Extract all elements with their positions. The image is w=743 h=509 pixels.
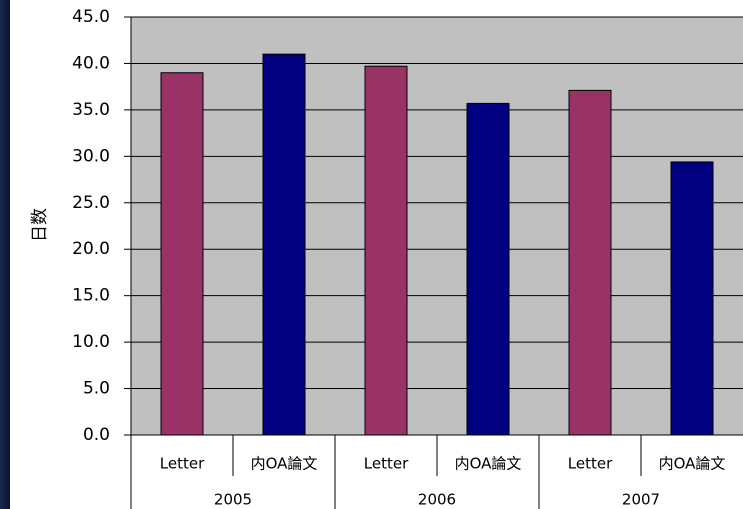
y-tick-label: 40.0	[72, 53, 110, 73]
bar	[364, 65, 408, 436]
background-strip	[0, 0, 10, 509]
x-tick-label: 内OA論文	[251, 455, 318, 473]
bar	[466, 102, 510, 436]
y-tick-label: 0.0	[83, 425, 110, 445]
y-tick-label: 35.0	[72, 100, 110, 120]
x-tick-label: Letter	[364, 455, 409, 473]
bar	[568, 89, 612, 436]
y-tick-label: 45.0	[72, 7, 110, 27]
y-axis-label: 日数	[30, 208, 50, 242]
y-tick-label: 30.0	[72, 146, 110, 166]
y-tick-label: 25.0	[72, 193, 110, 213]
x-tick-label: Letter	[568, 455, 613, 473]
x-tick-label: 内OA論文	[455, 455, 522, 473]
bar	[670, 161, 714, 436]
group-label: 2005	[214, 491, 252, 509]
bar	[160, 72, 204, 436]
plot-area	[131, 17, 743, 435]
y-tick-label: 5.0	[83, 379, 110, 399]
group-label: 2006	[418, 491, 456, 509]
bar	[262, 53, 306, 436]
x-tick-label: Letter	[160, 455, 205, 473]
y-tick-label: 10.0	[72, 332, 110, 352]
y-tick-label: 15.0	[72, 286, 110, 306]
x-tick-label: 内OA論文	[659, 455, 726, 473]
group-label: 2007	[622, 491, 660, 509]
y-tick-label: 20.0	[72, 239, 110, 259]
